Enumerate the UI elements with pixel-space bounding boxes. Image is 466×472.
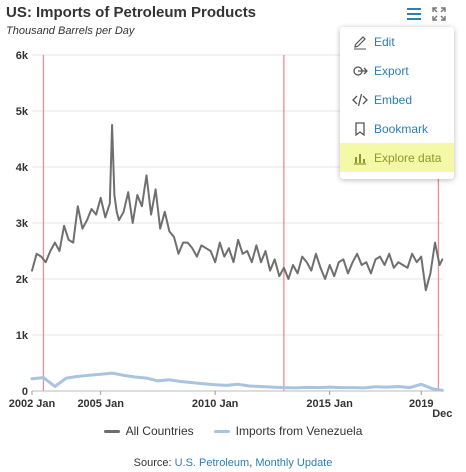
menu-item-label: Embed — [374, 92, 413, 107]
menu-item-bookmark[interactable]: Bookmark — [340, 114, 454, 143]
menu-item-export[interactable]: Export — [340, 56, 454, 85]
export-icon — [353, 65, 368, 76]
bar-chart-icon — [354, 153, 366, 165]
x-tick-label: 2010 Jan — [192, 398, 239, 410]
legend-label: All Countries — [125, 424, 194, 438]
y-tick-label: 1k — [16, 330, 29, 342]
x-tick-label: 2005 Jan — [77, 398, 124, 410]
chart-options-menu: Edit Export Embed Bookmark Explore data — [340, 27, 454, 179]
menu-item-label: Explore data — [374, 150, 442, 165]
legend-item-venezuela[interactable]: Imports from Venezuela — [213, 424, 363, 438]
hamburger-menu-icon[interactable] — [405, 5, 423, 23]
x-tick-label: 2015 Jan — [306, 398, 353, 410]
legend-label: Imports from Venezuela — [235, 424, 363, 438]
source-link-monthly-update[interactable]: Monthly Update — [255, 457, 333, 469]
series-line-all-countries — [31, 124, 444, 292]
source-sep: , — [249, 457, 256, 469]
menu-item-edit[interactable]: Edit — [340, 27, 454, 56]
bookmark-icon — [355, 121, 365, 136]
y-tick-label: 3k — [16, 218, 29, 230]
series-line-venezuela — [30, 371, 444, 392]
legend-swatch — [103, 429, 120, 433]
x-tick-label: 2002 Jan — [9, 398, 56, 410]
source-link-petroleum[interactable]: U.S. Petroleum — [174, 457, 250, 469]
source-prefix: Source: — [133, 457, 175, 469]
chart-subtitle: Thousand Barrels per Day — [6, 25, 135, 37]
y-tick-label: 2k — [16, 274, 29, 286]
pencil-icon — [354, 35, 366, 49]
x-end-label: Dec — [432, 408, 452, 420]
source-credit: Source: U.S. Petroleum, Monthly Update — [0, 457, 466, 469]
expand-arrows-icon[interactable] — [430, 5, 448, 23]
y-tick-label: 6k — [16, 50, 29, 62]
menu-item-label: Edit — [374, 34, 395, 49]
legend-item-all-countries[interactable]: All Countries — [103, 424, 194, 438]
legend-swatch — [213, 429, 230, 433]
menu-item-explore-data[interactable]: Explore data — [340, 143, 454, 172]
menu-item-label: Bookmark — [374, 121, 429, 136]
x-tick-label: 2019 — [409, 398, 433, 410]
y-tick-label: 0 — [22, 386, 28, 398]
code-icon — [352, 93, 368, 106]
menu-item-label: Export — [374, 63, 409, 78]
y-tick-label: 5k — [16, 106, 29, 118]
menu-item-embed[interactable]: Embed — [340, 85, 454, 114]
chart-legend: All Countries Imports from Venezuela — [0, 424, 466, 438]
chart-title: US: Imports of Petroleum Products — [6, 4, 257, 21]
y-tick-label: 4k — [16, 162, 29, 174]
